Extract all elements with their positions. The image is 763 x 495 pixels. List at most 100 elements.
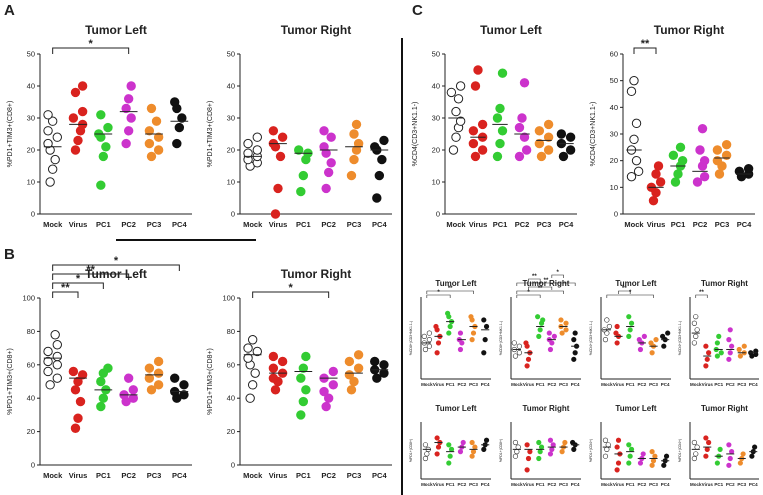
data-point-pc2 [726,442,732,448]
data-point-mock [605,442,611,448]
data-point-pc1 [296,410,306,420]
data-point-pc1 [536,455,542,462]
data-point-pc3 [649,350,655,356]
y-tick-label: 40 [227,82,235,91]
significance-label: ** [699,290,704,296]
data-point-pc2 [697,123,708,134]
data-point-mock [243,138,253,149]
data-point-pc1 [96,376,106,387]
data-point-pc2 [323,393,334,403]
y-tick-label: 100 [222,294,235,303]
data-point-pc3 [559,330,565,336]
data-point-virus [434,451,440,457]
data-point-pc3 [468,314,474,320]
data-point-virus [527,449,533,455]
data-point-pc2 [640,451,646,457]
data-point-pc4 [481,446,487,452]
data-point-pc4 [374,170,385,181]
data-point-pc1 [446,330,452,336]
x-tick-label: Mock [243,471,263,480]
data-point-pc2 [123,373,134,383]
panel-label-c: C [412,2,423,19]
significance-label: * [114,255,119,267]
data-point-mock [631,155,642,166]
significance-label: ** [86,264,95,276]
data-point-pc4 [572,350,578,356]
data-point-mock [602,453,609,459]
data-point-mock [604,317,610,323]
x-tick-label: PC2 [515,220,530,229]
data-point-pc1 [670,177,681,187]
x-tick-label: Virus [702,482,714,487]
data-point-mock [247,380,258,390]
data-point-pc3 [353,363,364,373]
data-point-pc2 [551,333,557,339]
x-tick-label: PC1 [536,382,545,387]
data-point-pc2 [636,337,642,343]
chart-title: Tumor Right [523,279,570,288]
data-point-pc1 [626,460,632,466]
data-point-pc1 [446,442,452,448]
data-point-pc1 [447,453,453,459]
significance-label: ** [61,282,70,294]
data-point-pc3 [470,330,477,336]
data-point-mock [50,154,60,165]
x-tick-label: Virus [523,382,535,387]
data-point-mock [243,353,253,363]
data-point-pc3 [470,449,477,455]
y-axis-label: %PD1+(CD8+) [409,439,413,462]
x-tick-label: PC1 [714,482,723,487]
x-tick-label: PC4 [481,482,490,487]
significance-bracket [633,47,657,54]
data-point-mock [43,110,53,120]
x-tick-label: Virus [523,482,535,487]
data-point-pc4 [558,151,569,162]
data-point-mock [426,330,432,336]
data-point-pc4 [483,323,490,330]
y-tick-label: 40 [227,394,235,403]
data-point-mock [514,449,520,455]
x-tick-label: PC2 [726,382,735,387]
data-point-pc1 [627,453,633,459]
data-point-mock [52,132,62,142]
data-point-pc2 [323,167,334,178]
data-point-virus [277,132,288,142]
data-point-mock [693,451,699,457]
y-tick-label: 40 [432,82,440,91]
data-point-virus [655,177,666,187]
data-point-pc2 [123,94,134,104]
data-point-mock [693,333,699,339]
y-tick-label: 20 [610,156,618,165]
data-point-pc1 [626,314,632,320]
x-tick-label: PC3 [469,482,478,487]
chart-title: Tumor Right [701,279,748,288]
x-tick-label: Virus [69,471,88,480]
x-tick-label: PC3 [559,382,568,387]
data-point-pc4 [170,373,180,383]
data-point-pc3 [563,327,569,333]
data-point-virus [523,340,529,346]
x-tick-label: Mock [690,382,702,387]
data-point-pc2 [514,151,525,162]
x-tick-label: PC2 [121,220,136,229]
y-axis-label: %PD1+TIM3+(CD8+) [207,348,214,415]
data-point-pc1 [301,351,311,362]
data-point-pc2 [126,81,136,91]
data-point-virus [77,370,88,380]
data-point-pc2 [128,385,138,395]
y-tick-label: 60 [227,360,235,369]
data-point-mock [512,439,519,446]
data-point-pc4 [377,154,387,165]
data-point-pc3 [543,132,554,142]
x-tick-label: Virus [647,220,666,229]
x-tick-label: PC1 [446,382,455,387]
data-point-pc3 [144,138,155,149]
x-tick-label: PC3 [347,220,362,229]
data-point-pc2 [641,333,647,339]
data-point-pc4 [179,390,189,400]
data-point-pc2 [726,462,732,468]
data-point-pc1 [445,310,451,317]
data-point-pc4 [571,446,577,452]
data-point-mock [631,118,642,129]
significance-label: ** [622,286,627,292]
